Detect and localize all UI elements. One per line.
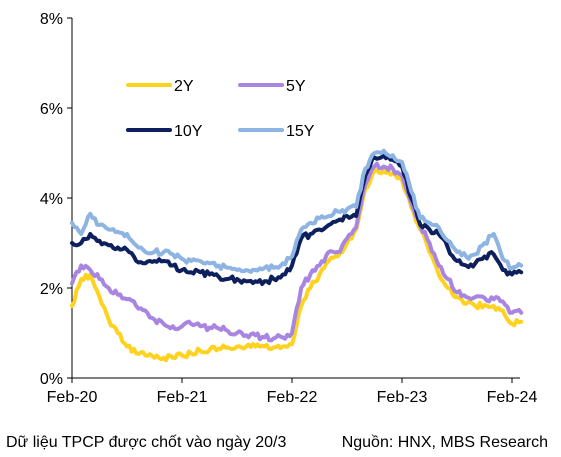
data-date-note: Dữ liệu TPCP được chốt vào ngày 20/3 [6, 434, 287, 451]
y-tick-label: 4% [40, 191, 63, 208]
x-tick-label: Feb-22 [267, 389, 318, 406]
x-tick-label: Feb-24 [487, 389, 538, 406]
series-line-15y [70, 148, 524, 274]
y-tick-label: 0% [40, 371, 63, 388]
legend-label-10y: 10Y [174, 123, 203, 140]
legend-label-2y: 2Y [174, 78, 194, 95]
legend-label-5y: 5Y [286, 78, 306, 95]
x-tick-label: Feb-21 [157, 389, 208, 406]
source-note: Nguồn: HNX, MBS Research [341, 434, 548, 451]
series-line-5y [70, 161, 524, 343]
y-tick-label: 2% [40, 281, 63, 298]
y-tick-label: 6% [40, 101, 63, 118]
legend-label-15y: 15Y [286, 123, 315, 140]
series-line-10y [70, 153, 524, 286]
x-tick-label: Feb-20 [47, 389, 98, 406]
x-tick-label: Feb-23 [377, 389, 428, 406]
series-line-2y [70, 168, 524, 363]
y-tick-label: 8% [40, 11, 63, 28]
